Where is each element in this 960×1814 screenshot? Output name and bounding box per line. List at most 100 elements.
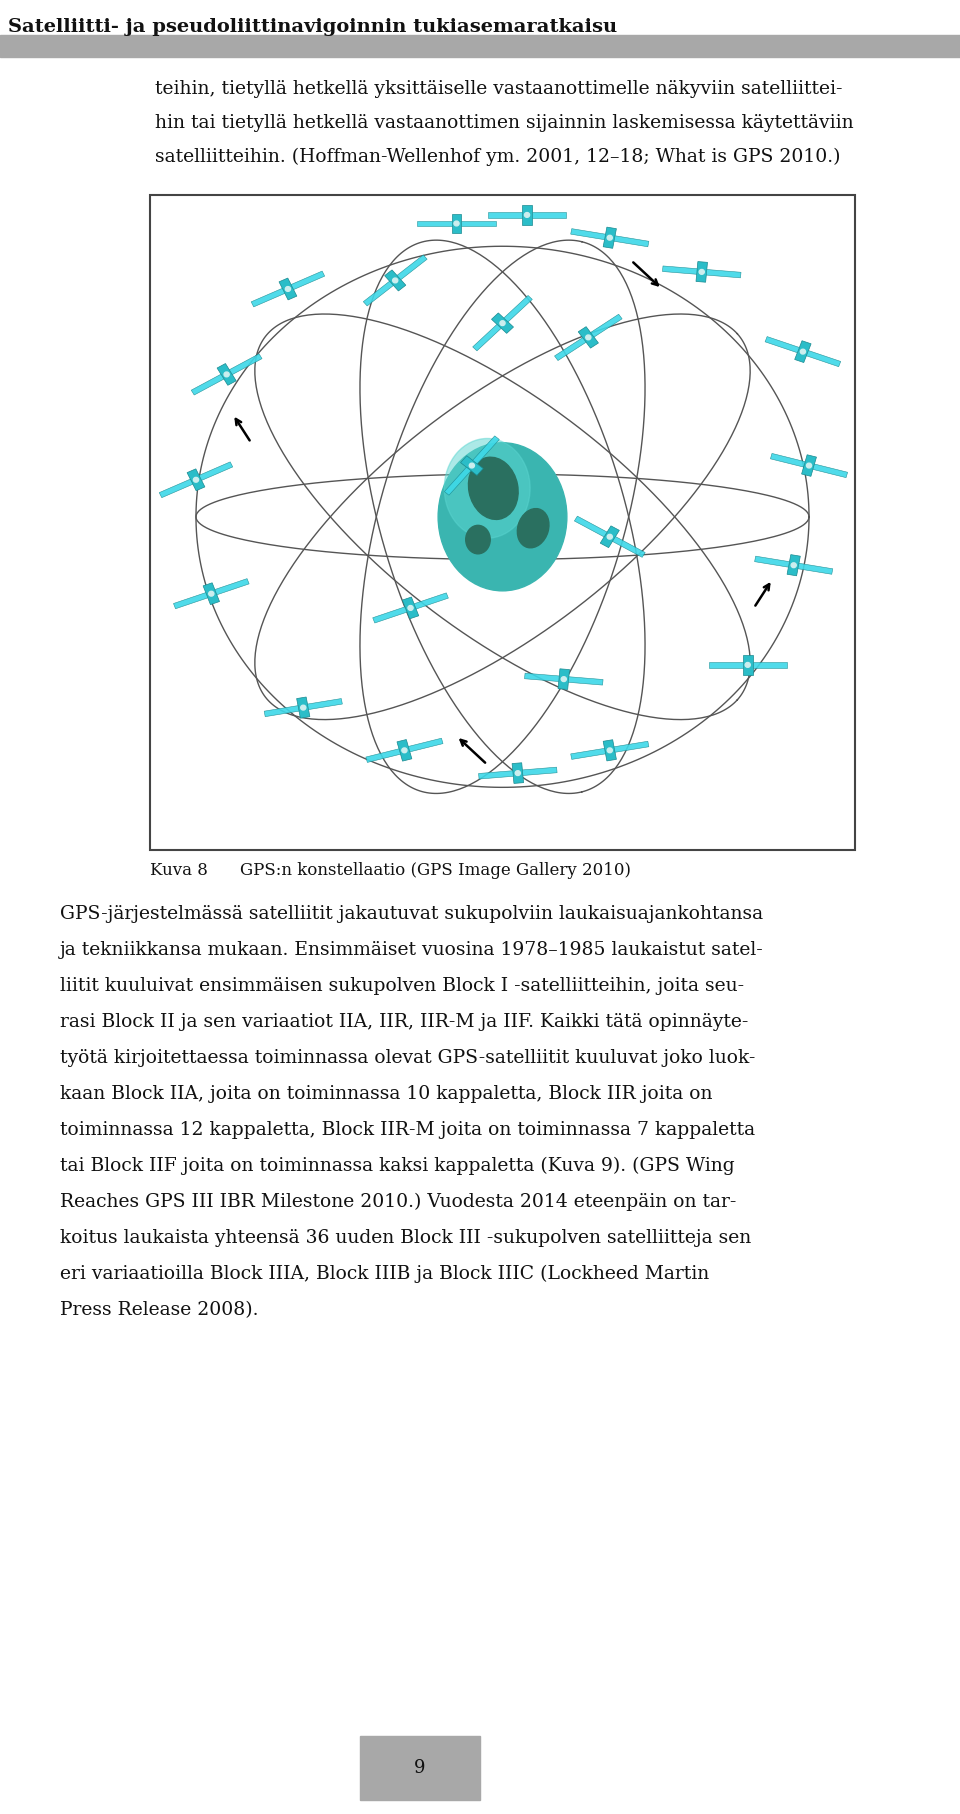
Polygon shape [462, 221, 495, 227]
Polygon shape [488, 212, 522, 218]
Text: toiminnassa 12 kappaletta, Block IIR-M joita on toiminnassa 7 kappaletta: toiminnassa 12 kappaletta, Block IIR-M j… [60, 1121, 756, 1139]
Polygon shape [743, 655, 753, 675]
Bar [150, 194, 855, 851]
Polygon shape [397, 256, 427, 279]
Circle shape [608, 236, 612, 239]
Ellipse shape [517, 508, 549, 548]
Text: 9: 9 [415, 1760, 425, 1778]
Polygon shape [204, 582, 220, 604]
Circle shape [608, 747, 612, 753]
Circle shape [224, 372, 229, 377]
Polygon shape [570, 229, 606, 239]
Text: teihin, tietyllä hetkellä yksittäiselle vastaanottimelle näkyviin satelliittei-: teihin, tietyllä hetkellä yksittäiselle … [155, 80, 843, 98]
Text: ja tekniikkansa mukaan. Ensimmäiset vuosina 1978–1985 laukaistut satel-: ja tekniikkansa mukaan. Ensimmäiset vuos… [60, 941, 764, 960]
Polygon shape [662, 267, 697, 274]
Polygon shape [603, 227, 616, 249]
Polygon shape [765, 337, 800, 352]
Polygon shape [492, 314, 514, 334]
Polygon shape [568, 677, 603, 686]
Polygon shape [472, 435, 499, 464]
Text: työtä kirjoitettaessa toiminnassa olevat GPS-satelliitit kuuluvat joko luok-: työtä kirjoitettaessa toiminnassa olevat… [60, 1048, 756, 1067]
Polygon shape [297, 697, 310, 718]
Polygon shape [478, 771, 514, 778]
Polygon shape [771, 454, 805, 466]
Bar [360, 1736, 480, 1799]
Polygon shape [795, 341, 811, 363]
Polygon shape [397, 740, 412, 762]
Polygon shape [590, 314, 622, 337]
Polygon shape [191, 374, 224, 395]
Circle shape [562, 677, 566, 682]
Polygon shape [472, 325, 501, 350]
Polygon shape [614, 236, 649, 247]
Ellipse shape [466, 526, 491, 553]
Circle shape [193, 477, 199, 483]
Polygon shape [385, 270, 406, 290]
Polygon shape [512, 764, 523, 784]
Polygon shape [159, 479, 193, 497]
Polygon shape [578, 327, 598, 348]
Polygon shape [444, 468, 471, 495]
Polygon shape [291, 270, 324, 290]
Text: hin tai tietyllä hetkellä vastaanottimen sijainnin laskemisessa käytettäviin: hin tai tietyllä hetkellä vastaanottimen… [155, 114, 853, 132]
Text: eri variaatioilla Block IIIA, Block IIIB ja Block IIIC (Lockheed Martin: eri variaatioilla Block IIIA, Block IIIB… [60, 1264, 709, 1282]
Polygon shape [612, 537, 645, 557]
Circle shape [745, 662, 751, 668]
Ellipse shape [438, 443, 566, 591]
Circle shape [586, 336, 591, 339]
Text: satelliitteihin. (Hoffman-Wellenhof ym. 2001, 12–18; What is GPS 2010.): satelliitteihin. (Hoffman-Wellenhof ym. … [155, 149, 841, 167]
Circle shape [500, 321, 505, 325]
Circle shape [402, 747, 407, 753]
Text: kaan Block IIA, joita on toiminnassa 10 kappaletta, Block IIR joita on: kaan Block IIA, joita on toiminnassa 10 … [60, 1085, 712, 1103]
Ellipse shape [444, 439, 530, 539]
Polygon shape [229, 354, 262, 374]
Circle shape [285, 287, 291, 292]
Polygon shape [522, 767, 557, 776]
Polygon shape [558, 669, 569, 689]
Polygon shape [798, 564, 832, 575]
Ellipse shape [468, 457, 518, 519]
Text: Press Release 2008).: Press Release 2008). [60, 1301, 258, 1319]
Circle shape [454, 221, 459, 227]
Polygon shape [806, 350, 841, 366]
Polygon shape [215, 579, 250, 595]
Polygon shape [614, 742, 649, 753]
Polygon shape [414, 593, 448, 610]
Polygon shape [418, 221, 452, 227]
Circle shape [516, 771, 520, 776]
Polygon shape [574, 517, 607, 537]
Circle shape [524, 212, 530, 218]
Text: tai Block IIF joita on toiminnassa kaksi kappaletta (Kuva 9). (GPS Wing: tai Block IIF joita on toiminnassa kaksi… [60, 1157, 734, 1175]
Polygon shape [279, 278, 297, 299]
Polygon shape [408, 738, 443, 751]
Text: GPS:n konstellaatio (GPS Image Gallery 2010): GPS:n konstellaatio (GPS Image Gallery 2… [240, 862, 631, 880]
Polygon shape [755, 557, 789, 568]
Polygon shape [264, 706, 299, 717]
Polygon shape [603, 740, 616, 760]
Polygon shape [753, 662, 787, 668]
Polygon shape [187, 468, 204, 492]
Bar [0, 34, 960, 56]
Text: rasi Block II ja sen variaatiot IIA, IIR, IIR-M ja IIF. Kaikki tätä opinnäyte-: rasi Block II ja sen variaatiot IIA, IIR… [60, 1012, 749, 1030]
Circle shape [300, 706, 306, 709]
Polygon shape [461, 455, 483, 475]
Polygon shape [570, 749, 606, 760]
Text: Kuva 8: Kuva 8 [150, 862, 208, 880]
Circle shape [801, 350, 805, 354]
Text: koitus laukaista yhteensä 36 uuden Block III -sukupolven satelliitteja sen: koitus laukaista yhteensä 36 uuden Block… [60, 1230, 752, 1246]
Polygon shape [199, 463, 232, 481]
Circle shape [393, 278, 397, 283]
Polygon shape [787, 555, 801, 575]
Polygon shape [600, 526, 619, 548]
Polygon shape [452, 214, 462, 234]
Polygon shape [307, 698, 343, 709]
Text: Satelliitti- ja pseudoliittinavigoinnin tukiasemaratkaisu: Satelliitti- ja pseudoliittinavigoinnin … [8, 18, 617, 36]
Polygon shape [363, 281, 394, 307]
Polygon shape [504, 296, 532, 321]
Polygon shape [522, 205, 532, 225]
Polygon shape [252, 288, 285, 307]
Circle shape [806, 463, 811, 468]
Circle shape [791, 562, 796, 568]
Polygon shape [813, 464, 848, 477]
Circle shape [408, 606, 413, 610]
